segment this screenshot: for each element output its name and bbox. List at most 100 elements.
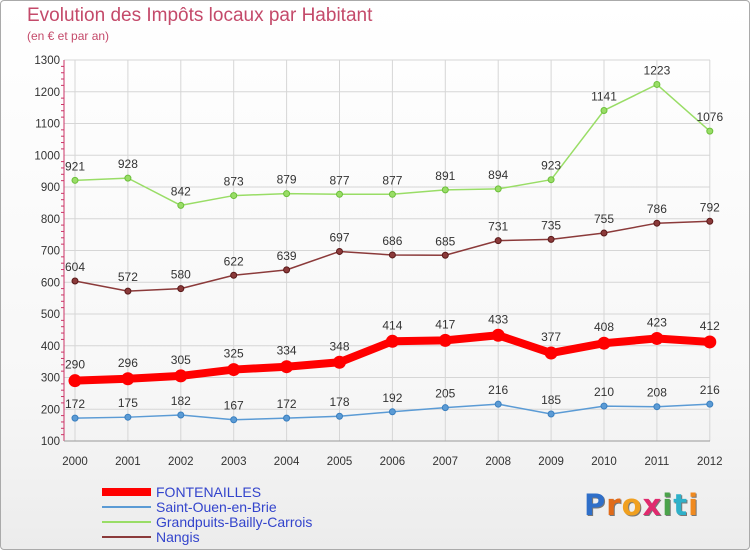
data-point (227, 363, 241, 377)
data-point (333, 355, 346, 369)
x-tick-label: 2011 (645, 456, 670, 468)
data-label: 580 (171, 268, 191, 282)
data-point (388, 408, 396, 416)
data-label: 604 (65, 260, 85, 274)
axes: 100 200 300 400 500 600 700 800 900 1000 1100 1200 1… (34, 55, 722, 468)
logo-letter: P (584, 488, 607, 522)
proxiti-logo: Proxiti (584, 488, 699, 522)
y-tick-label: 1100 (35, 119, 60, 131)
data-point (68, 374, 82, 388)
data-point (547, 235, 555, 243)
chart-title: Evolution des Impôts locaux par Habitant (27, 5, 373, 26)
legend-label: FONTENAILLES (156, 484, 261, 500)
data-point (230, 271, 238, 279)
data-point (441, 404, 449, 412)
data-point (600, 106, 608, 114)
y-tick-label: 100 (41, 436, 60, 448)
data-label: 172 (277, 397, 297, 411)
data-point (653, 403, 661, 411)
data-label: 873 (224, 175, 244, 189)
data-point (600, 229, 608, 237)
data-label: 877 (329, 173, 349, 187)
data-label: 377 (541, 330, 561, 344)
y-tick-label: 900 (41, 182, 60, 194)
data-point (653, 219, 661, 227)
data-point (706, 127, 714, 135)
logo-letter: t (673, 488, 689, 522)
data-label: 433 (488, 312, 508, 326)
data-label: 792 (700, 200, 720, 214)
y-tick-label: 1200 (34, 87, 60, 99)
legend: FONTENAILLESSaint-Ouen-en-BrieGrandpuits… (102, 484, 312, 545)
data-point (71, 414, 79, 422)
legend-label: Saint-Ouen-en-Brie (156, 499, 277, 515)
data-point (703, 335, 717, 349)
data-label: 731 (488, 220, 508, 234)
data-label: 205 (435, 387, 455, 401)
y-tick-label: 500 (41, 309, 60, 321)
data-point (494, 237, 502, 245)
data-labels: 921 928 842 873 879 877 877 891 894 923 1141 1223 10… (65, 63, 723, 412)
x-tick-label: 2002 (168, 456, 194, 468)
data-label: 1223 (644, 63, 671, 77)
data-point (124, 413, 132, 421)
data-point (385, 334, 399, 348)
data-label: 296 (118, 356, 138, 370)
data-point (283, 266, 291, 274)
x-tick-label: 2008 (485, 456, 511, 468)
data-label: 877 (382, 173, 402, 187)
data-label: 408 (594, 320, 614, 334)
data-label: 172 (65, 397, 85, 411)
data-label: 417 (435, 317, 455, 331)
x-tick-label: 2003 (221, 456, 247, 468)
x-tick-label: 2007 (433, 456, 459, 468)
logo-letter: x (642, 488, 663, 522)
x-tick-label: 2010 (591, 456, 617, 468)
data-label: 305 (171, 353, 191, 367)
data-label: 879 (277, 173, 297, 187)
data-point (336, 190, 343, 198)
data-point (230, 416, 238, 424)
data-label: 412 (700, 319, 720, 333)
data-point (174, 369, 188, 383)
data-point (230, 192, 238, 200)
data-point (71, 176, 79, 184)
data-point (177, 285, 185, 293)
data-point (124, 287, 132, 295)
data-point (653, 80, 661, 88)
y-tick-label: 1300 (34, 55, 60, 67)
data-label: 1076 (696, 110, 723, 124)
data-point (441, 186, 449, 194)
data-point (494, 185, 502, 193)
data-label: 786 (647, 202, 667, 216)
data-point (71, 277, 79, 285)
y-tick-label: 800 (41, 214, 60, 226)
data-point (388, 251, 396, 259)
data-point (336, 412, 343, 420)
x-tick-label: 2012 (697, 456, 723, 468)
data-point (547, 176, 555, 184)
data-label: 175 (118, 396, 138, 410)
data-point (438, 333, 452, 347)
x-tick-label: 2000 (62, 456, 88, 468)
x-tick-label: 2001 (115, 456, 141, 468)
data-label: 842 (171, 184, 191, 198)
legend-label: Nangis (156, 529, 200, 545)
data-label: 192 (382, 391, 402, 405)
logo-letter: i (662, 488, 674, 522)
data-label: 639 (277, 249, 297, 263)
data-label: 178 (329, 395, 349, 409)
data-label: 1141 (591, 89, 617, 103)
data-point (600, 402, 608, 410)
data-point (706, 217, 714, 225)
data-label: 334 (277, 344, 297, 358)
y-tick-label: 200 (41, 404, 60, 416)
data-point (388, 190, 396, 198)
x-tick-label: 2005 (327, 456, 353, 468)
y-tick-label: 1000 (34, 150, 60, 162)
series-lines (68, 80, 717, 424)
data-label: 755 (594, 212, 614, 226)
data-label: 928 (118, 157, 138, 171)
